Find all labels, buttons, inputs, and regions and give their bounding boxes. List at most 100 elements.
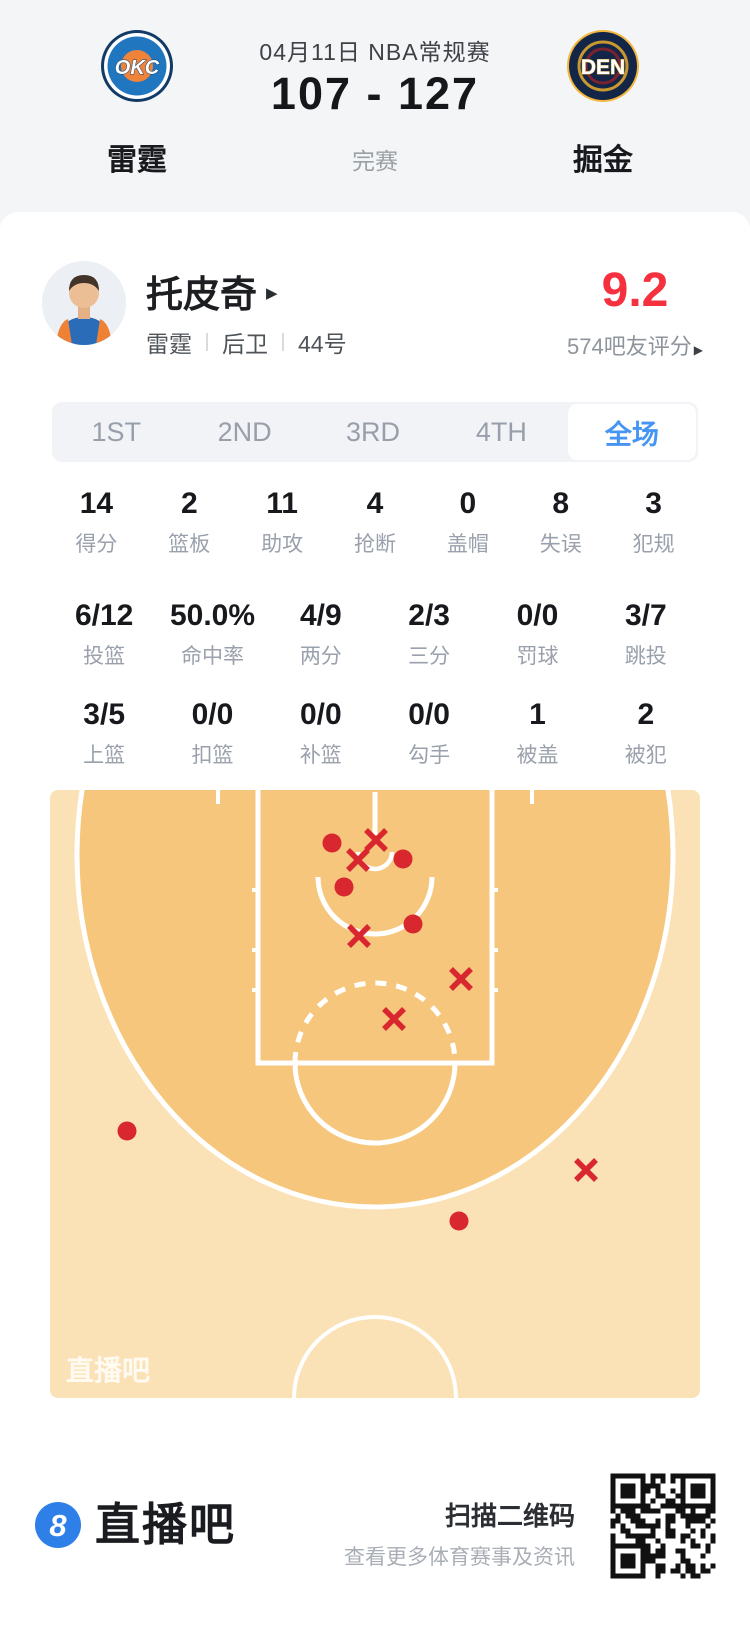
player-rating: 9.2 xyxy=(601,264,669,317)
footer-brand: 直播吧 xyxy=(95,1499,237,1550)
stat-rebounds: 2 篮板 xyxy=(143,486,236,558)
shot-chart: 直播吧 xyxy=(50,790,700,1398)
quarter-tabs: 1ST 2ND 3RD 4TH 全场 xyxy=(52,402,698,462)
rating-block[interactable]: 9.2 574吧友评分 ▶ xyxy=(555,266,715,361)
stat-fg-pct: 50.0% 命中率 xyxy=(158,598,266,670)
stat-label: 投篮 xyxy=(83,645,126,668)
arrow-right-icon: ▶ xyxy=(266,285,278,302)
shot-missed-marker xyxy=(574,1158,598,1182)
stat-putback: 0/0 补篮 xyxy=(267,697,375,769)
stat-layup: 3/5 上篮 xyxy=(50,697,158,769)
stat-label: 犯规 xyxy=(632,533,675,556)
away-team-name: 掘金 xyxy=(573,144,633,177)
stat-label: 勾手 xyxy=(408,744,451,767)
stats-row-detail: 3/5 上篮 0/0 扣篮 0/0 补篮 0/0 勾手 1 被盖 2 被犯 xyxy=(50,697,700,769)
stat-label: 跳投 xyxy=(624,645,667,668)
home-team-name: 雷霆 xyxy=(107,144,167,177)
match-score: 107 - 127 xyxy=(270,68,480,119)
stat-3pt: 2/3 三分 xyxy=(375,598,483,670)
stat-value: 1 xyxy=(529,698,546,731)
stat-value: 8 xyxy=(552,487,570,520)
stat-value: 4 xyxy=(366,487,384,520)
stat-label: 上篮 xyxy=(83,744,126,767)
tab-1st[interactable]: 1ST xyxy=(91,416,141,447)
stat-turnovers: 8 失误 xyxy=(514,486,607,558)
player-name-row[interactable]: 托皮奇 ▶ xyxy=(146,268,278,315)
tab-4th[interactable]: 4TH xyxy=(475,416,527,447)
stat-points: 14 得分 xyxy=(50,486,143,558)
stat-label: 被盖 xyxy=(516,744,559,767)
rating-caption-text: 574吧友评分 xyxy=(567,334,692,359)
shot-made-marker xyxy=(322,833,342,853)
stat-fg: 6/12 投篮 xyxy=(50,598,158,670)
stat-value: 3/7 xyxy=(624,599,667,632)
stat-value: 2 xyxy=(637,698,655,731)
stat-ft: 0/0 罚球 xyxy=(483,598,591,670)
logo-8-glyph: 8 xyxy=(49,1508,67,1543)
zhibo8-logo-icon: 8 xyxy=(35,1502,81,1548)
court-watermark: 直播吧 xyxy=(66,1355,150,1386)
home-team-logo: OKC xyxy=(100,29,174,108)
stats-row-shooting: 6/12 投篮 50.0% 命中率 4/9 两分 2/3 三分 0/0 罚球 3/7 跳投 xyxy=(50,598,700,670)
stat-label: 罚球 xyxy=(516,645,559,668)
stat-2pt: 4/9 两分 xyxy=(267,598,375,670)
shot-made-marker xyxy=(449,1211,469,1231)
stat-value: 2/3 xyxy=(408,599,450,632)
stat-label: 助攻 xyxy=(261,533,304,556)
stat-value: 0/0 xyxy=(299,698,342,731)
shot-missed-marker xyxy=(364,828,388,852)
stat-label: 补篮 xyxy=(299,744,342,767)
stat-blocked: 1 被盖 xyxy=(483,697,591,769)
stat-value: 14 xyxy=(79,487,114,520)
player-position: 后卫 xyxy=(222,331,268,357)
stat-label: 盖帽 xyxy=(446,533,489,556)
stat-jumpshot: 3/7 跳投 xyxy=(592,598,700,670)
stat-value: 3 xyxy=(645,487,662,520)
away-logo-text: DEN xyxy=(581,56,625,79)
shot-made-marker xyxy=(334,877,354,897)
stats-row-basic: 14 得分 2 篮板 11 助攻 4 抢断 0 盖帽 8 失误 3 犯规 xyxy=(50,486,700,558)
stat-value: 11 xyxy=(266,487,298,520)
stat-label: 两分 xyxy=(299,645,342,668)
tab-full-game[interactable]: 全场 xyxy=(567,404,697,460)
stat-value: 0/0 xyxy=(516,599,559,632)
player-name: 托皮奇 xyxy=(146,274,257,315)
stat-label: 篮板 xyxy=(168,533,211,556)
player-number: 44号 xyxy=(298,331,347,357)
shot-missed-marker xyxy=(449,967,473,991)
shot-missed-marker xyxy=(382,1007,406,1031)
stat-fouls: 3 犯规 xyxy=(607,486,700,558)
stat-label: 三分 xyxy=(408,645,451,668)
shot-made-marker xyxy=(403,914,423,934)
tab-3rd[interactable]: 3RD xyxy=(346,416,401,447)
stat-label: 失误 xyxy=(539,533,582,556)
stat-value: 4/9 xyxy=(299,599,342,632)
shot-markers xyxy=(117,828,598,1231)
player-team: 雷霆 xyxy=(146,331,192,357)
player-subtitle: 雷霆 后卫 44号 xyxy=(146,328,347,357)
stat-steals: 4 抢断 xyxy=(329,486,422,558)
qr-code xyxy=(607,1470,719,1582)
shot-missed-marker xyxy=(347,924,371,948)
stat-dunk: 0/0 扣篮 xyxy=(158,697,266,769)
home-logo-text: OKC xyxy=(115,57,160,79)
tab-2nd[interactable]: 2ND xyxy=(217,416,272,447)
match-status: 完赛 xyxy=(352,148,398,174)
qr-subtitle: 查看更多体育赛事及资讯 xyxy=(344,1546,575,1569)
stat-value: 2 xyxy=(180,487,198,520)
rating-caption: 574吧友评分 ▶ xyxy=(555,329,715,361)
player-avatar xyxy=(42,261,126,345)
stat-value: 50.0% xyxy=(169,599,256,632)
player-card: 托皮奇 ▶ 雷霆 后卫 44号 9.2 574吧友评分 ▶ 1ST 2ND 3RD… xyxy=(0,212,750,1629)
shot-made-marker xyxy=(117,1121,137,1141)
stat-label: 得分 xyxy=(75,533,118,556)
stat-label: 扣篮 xyxy=(191,744,234,767)
qr-title: 扫描二维码 xyxy=(444,1501,575,1531)
stat-value: 0 xyxy=(459,487,477,520)
shot-missed-marker xyxy=(346,848,370,872)
stat-value: 3/5 xyxy=(83,698,126,731)
divider xyxy=(282,333,284,351)
divider xyxy=(206,333,208,351)
footer-qr-caption: 扫描二维码 查看更多体育赛事及资讯 xyxy=(344,1496,575,1571)
